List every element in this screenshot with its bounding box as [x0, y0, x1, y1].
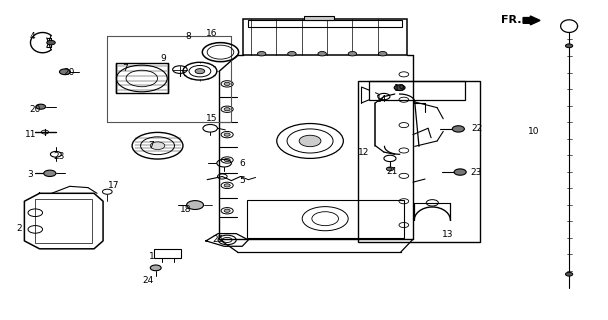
- Text: 7: 7: [148, 141, 154, 150]
- Circle shape: [318, 52, 326, 56]
- Circle shape: [224, 108, 230, 111]
- Circle shape: [36, 104, 46, 109]
- Bar: [35, 199, 92, 243]
- Circle shape: [44, 170, 56, 177]
- Text: 7: 7: [123, 63, 128, 73]
- FancyArrow shape: [523, 16, 540, 25]
- Bar: [116, 63, 168, 93]
- Circle shape: [288, 52, 296, 56]
- Circle shape: [187, 201, 204, 210]
- Circle shape: [150, 142, 165, 149]
- Text: 5: 5: [240, 176, 245, 185]
- Text: 24: 24: [142, 276, 153, 285]
- Text: 6: 6: [240, 159, 245, 168]
- Circle shape: [565, 44, 573, 48]
- Circle shape: [195, 69, 205, 74]
- Circle shape: [47, 40, 55, 45]
- Circle shape: [150, 265, 161, 271]
- Text: 25: 25: [212, 235, 224, 244]
- Text: 20: 20: [29, 105, 40, 114]
- Text: 2: 2: [17, 224, 22, 233]
- Bar: [359, 81, 480, 243]
- Text: 14: 14: [376, 95, 387, 104]
- Circle shape: [378, 52, 387, 56]
- Text: 18: 18: [180, 205, 192, 214]
- Text: 22: 22: [471, 124, 482, 133]
- Circle shape: [454, 169, 466, 175]
- Text: 21: 21: [386, 167, 398, 176]
- Circle shape: [394, 85, 405, 91]
- Circle shape: [224, 133, 230, 136]
- Bar: [248, 20, 402, 27]
- Text: 15: 15: [206, 114, 218, 123]
- Circle shape: [224, 209, 230, 212]
- Circle shape: [257, 52, 266, 56]
- Text: 13: 13: [442, 230, 454, 239]
- Text: 23: 23: [53, 152, 64, 161]
- Text: 9: 9: [161, 54, 167, 63]
- Text: 19: 19: [394, 84, 406, 93]
- Circle shape: [224, 82, 230, 85]
- Circle shape: [60, 69, 71, 75]
- Circle shape: [565, 272, 573, 276]
- Text: 12: 12: [358, 148, 369, 156]
- Text: 8: 8: [185, 32, 191, 41]
- Text: 23: 23: [471, 168, 482, 177]
- Text: 10: 10: [528, 127, 540, 136]
- Text: FR.: FR.: [502, 15, 522, 25]
- Text: 11: 11: [25, 130, 36, 139]
- Text: 17: 17: [108, 181, 119, 190]
- Circle shape: [299, 135, 321, 147]
- Circle shape: [348, 52, 357, 56]
- Bar: [243, 19, 407, 55]
- Bar: [304, 16, 334, 20]
- Circle shape: [386, 167, 393, 171]
- Circle shape: [224, 184, 230, 187]
- Circle shape: [452, 126, 465, 132]
- Text: 3: 3: [27, 170, 33, 179]
- Bar: [370, 81, 465, 100]
- Bar: [154, 250, 181, 258]
- Circle shape: [224, 158, 230, 162]
- Bar: [246, 200, 404, 238]
- Text: 4: 4: [30, 32, 36, 41]
- Text: 16: 16: [206, 28, 218, 38]
- Text: 20: 20: [63, 68, 75, 77]
- Text: 1: 1: [148, 252, 154, 261]
- Bar: [107, 36, 232, 122]
